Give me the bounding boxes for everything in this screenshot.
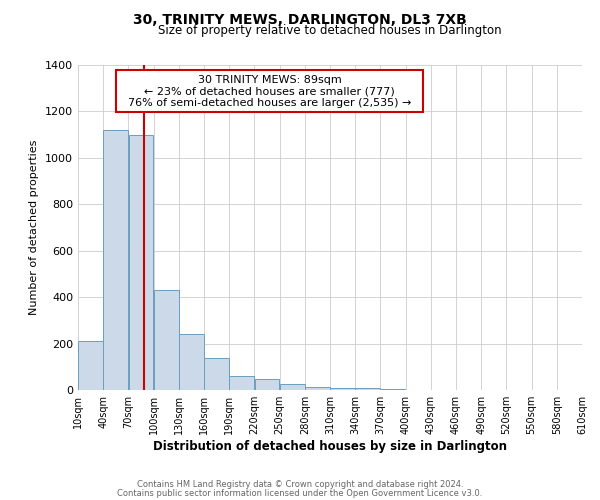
- Bar: [330, 388, 355, 390]
- Bar: [380, 389, 406, 390]
- Y-axis label: Number of detached properties: Number of detached properties: [29, 140, 40, 315]
- Bar: [229, 376, 254, 390]
- Title: Size of property relative to detached houses in Darlington: Size of property relative to detached ho…: [158, 24, 502, 38]
- Bar: [254, 379, 280, 390]
- Text: 30 TRINITY MEWS: 89sqm  
  ← 23% of detached houses are smaller (777)  
  76% of: 30 TRINITY MEWS: 89sqm ← 23% of detached…: [121, 74, 418, 108]
- Bar: [179, 334, 204, 390]
- Bar: [103, 130, 128, 390]
- Bar: [78, 341, 103, 390]
- Bar: [154, 290, 179, 390]
- Bar: [128, 134, 154, 390]
- Bar: [204, 358, 229, 390]
- Bar: [305, 386, 330, 390]
- Text: Contains HM Land Registry data © Crown copyright and database right 2024.: Contains HM Land Registry data © Crown c…: [137, 480, 463, 489]
- Text: 30, TRINITY MEWS, DARLINGTON, DL3 7XB: 30, TRINITY MEWS, DARLINGTON, DL3 7XB: [133, 12, 467, 26]
- Bar: [355, 388, 380, 390]
- X-axis label: Distribution of detached houses by size in Darlington: Distribution of detached houses by size …: [153, 440, 507, 453]
- Bar: [280, 384, 305, 390]
- Text: Contains public sector information licensed under the Open Government Licence v3: Contains public sector information licen…: [118, 488, 482, 498]
